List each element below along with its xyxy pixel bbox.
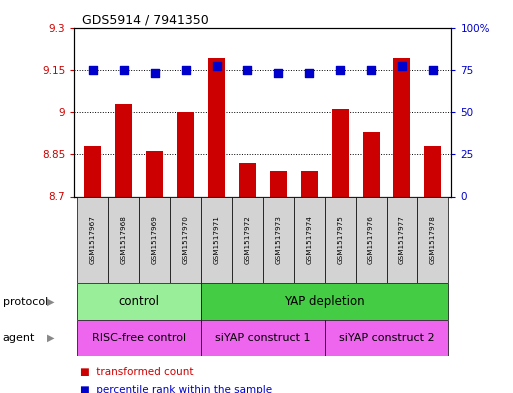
Text: ■  transformed count: ■ transformed count: [80, 367, 193, 377]
Bar: [232, 196, 263, 283]
Text: GSM1517978: GSM1517978: [430, 215, 436, 264]
Point: [336, 66, 344, 73]
Text: siYAP construct 1: siYAP construct 1: [215, 333, 311, 343]
Point: [151, 70, 159, 76]
Text: control: control: [119, 295, 160, 308]
Bar: [418, 196, 448, 283]
Text: GSM1517977: GSM1517977: [399, 215, 405, 264]
Bar: [393, 59, 410, 196]
Bar: [115, 104, 132, 196]
Bar: [77, 283, 201, 320]
Point: [274, 70, 283, 76]
Point: [305, 70, 313, 76]
Text: GSM1517974: GSM1517974: [306, 215, 312, 264]
Bar: [170, 196, 201, 283]
Bar: [301, 171, 318, 196]
Bar: [140, 196, 170, 283]
Bar: [201, 320, 325, 356]
Text: siYAP construct 2: siYAP construct 2: [339, 333, 435, 343]
Text: GSM1517970: GSM1517970: [183, 215, 189, 264]
Bar: [201, 196, 232, 283]
Text: GSM1517968: GSM1517968: [121, 215, 127, 264]
Point: [398, 63, 406, 70]
Bar: [424, 146, 441, 196]
Text: agent: agent: [3, 333, 35, 343]
Text: GSM1517967: GSM1517967: [90, 215, 96, 264]
Text: ▶: ▶: [47, 333, 55, 343]
Bar: [270, 171, 287, 196]
Text: GSM1517973: GSM1517973: [275, 215, 281, 264]
Bar: [294, 196, 325, 283]
Bar: [146, 151, 163, 196]
Text: YAP depletion: YAP depletion: [284, 295, 365, 308]
Text: GDS5914 / 7941350: GDS5914 / 7941350: [82, 13, 209, 26]
Bar: [363, 132, 380, 196]
Bar: [239, 163, 256, 196]
Bar: [332, 109, 349, 196]
Bar: [263, 196, 294, 283]
Bar: [77, 320, 201, 356]
Bar: [208, 59, 225, 196]
Point: [89, 66, 97, 73]
Point: [182, 66, 190, 73]
Text: GSM1517969: GSM1517969: [152, 215, 157, 264]
Point: [212, 63, 221, 70]
Bar: [177, 112, 194, 196]
Text: GSM1517972: GSM1517972: [245, 215, 250, 264]
Point: [367, 66, 375, 73]
Bar: [108, 196, 140, 283]
Bar: [356, 196, 386, 283]
Point: [120, 66, 128, 73]
Text: GSM1517976: GSM1517976: [368, 215, 374, 264]
Bar: [201, 283, 448, 320]
Text: ▶: ▶: [47, 297, 55, 307]
Bar: [77, 196, 108, 283]
Text: protocol: protocol: [3, 297, 48, 307]
Bar: [386, 196, 418, 283]
Bar: [85, 146, 102, 196]
Point: [243, 66, 251, 73]
Text: RISC-free control: RISC-free control: [92, 333, 186, 343]
Text: GSM1517971: GSM1517971: [213, 215, 220, 264]
Bar: [325, 196, 356, 283]
Point: [429, 66, 437, 73]
Text: ■  percentile rank within the sample: ■ percentile rank within the sample: [80, 385, 272, 393]
Text: GSM1517975: GSM1517975: [337, 215, 343, 264]
Bar: [325, 320, 448, 356]
